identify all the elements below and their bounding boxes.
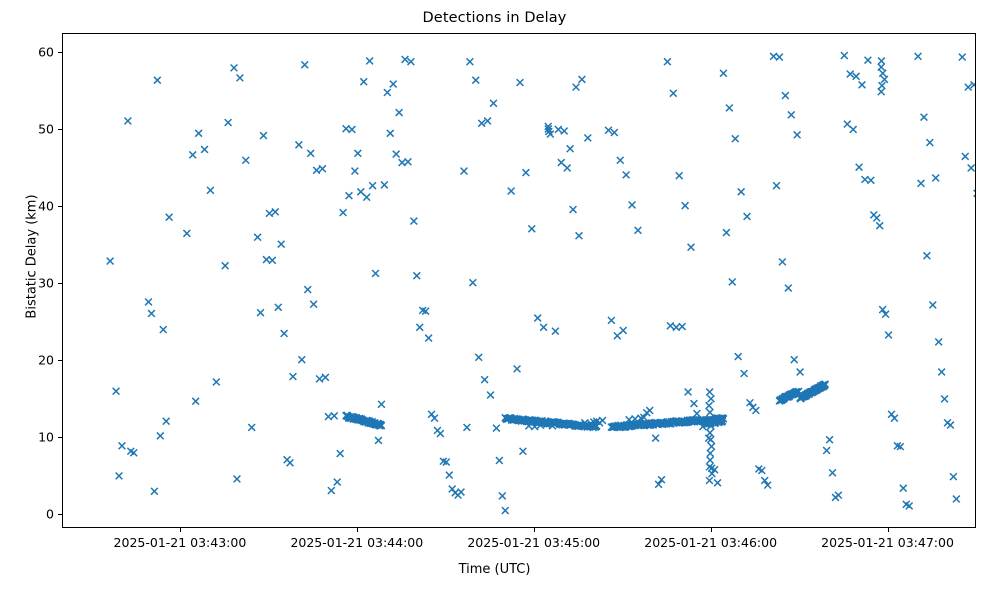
y-tick-label: 30 — [38, 275, 54, 291]
x-tick-mark — [356, 528, 358, 532]
x-tick-label: 2025-01-21 03:44:00 — [290, 535, 424, 550]
y-tick-label: 20 — [38, 352, 54, 368]
x-tick-label: 2025-01-21 03:43:00 — [113, 535, 247, 550]
x-tick-mark — [887, 528, 889, 532]
scatter-markers — [106, 51, 975, 515]
y-tick-mark — [58, 514, 62, 516]
scatter-series — [106, 51, 975, 515]
y-tick-mark — [58, 360, 62, 362]
y-tick-mark — [58, 283, 62, 285]
x-tick-mark — [710, 528, 712, 532]
x-tick-mark — [179, 528, 182, 532]
x-axis-label: Time (UTC) — [458, 562, 531, 577]
page-title: Detections in Delay — [422, 10, 567, 26]
y-tick-label: 10 — [38, 429, 54, 445]
x-tick-label: 2025-01-21 03:47:00 — [821, 535, 954, 550]
y-tick-mark — [58, 52, 62, 54]
y-tick-label: 50 — [38, 121, 54, 137]
x-tick-label: 2025-01-21 03:45:00 — [467, 535, 601, 550]
y-tick-mark — [58, 437, 62, 439]
y-tick-mark — [58, 129, 62, 131]
plot-area[interactable] — [62, 33, 976, 528]
y-tick-label: 0 — [46, 506, 54, 522]
x-tick-mark — [533, 528, 535, 532]
y-tick-label: 60 — [38, 44, 54, 60]
y-tick-mark — [58, 206, 62, 208]
y-tick-label: 40 — [38, 198, 54, 214]
x-tick-label: 2025-01-21 03:46:00 — [644, 535, 778, 550]
